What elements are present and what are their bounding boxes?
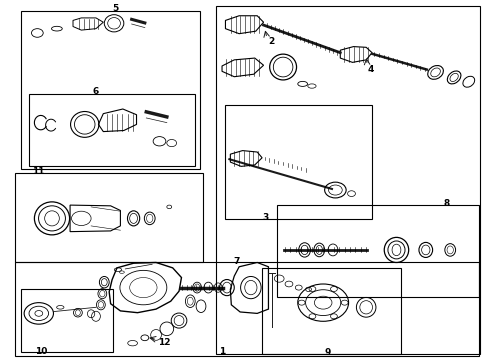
Bar: [225, 105, 372, 220]
Text: 3: 3: [263, 213, 269, 222]
Bar: [216, 6, 480, 354]
Bar: [262, 268, 401, 354]
Bar: [277, 205, 479, 297]
Text: 1: 1: [219, 347, 225, 356]
Text: 10: 10: [35, 347, 48, 356]
Text: 2: 2: [268, 37, 274, 46]
Text: 12: 12: [158, 338, 171, 347]
Text: 9: 9: [325, 348, 331, 357]
Bar: [21, 289, 113, 352]
Bar: [15, 262, 479, 356]
Text: 4: 4: [368, 65, 374, 74]
Text: 8: 8: [443, 199, 449, 208]
Bar: [15, 173, 203, 262]
Text: 7: 7: [234, 257, 240, 266]
Text: 5: 5: [112, 4, 119, 13]
Text: 6: 6: [93, 86, 99, 95]
Bar: [29, 94, 195, 166]
Text: 11: 11: [32, 167, 45, 176]
Bar: [21, 12, 200, 169]
